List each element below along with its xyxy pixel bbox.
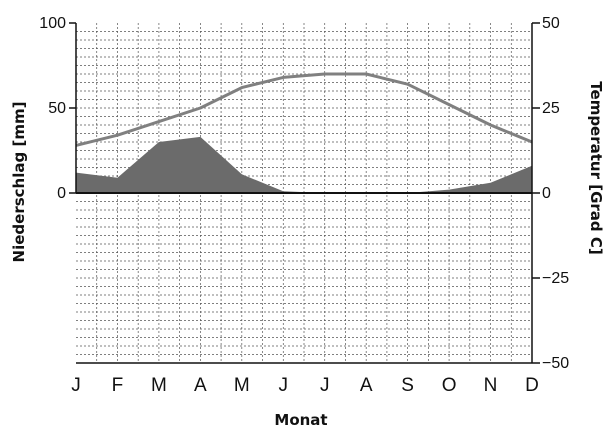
temperature-line-layer <box>75 72 533 147</box>
month-label: M <box>151 375 167 396</box>
left-axis-title: Niederschlag [mm] <box>10 102 28 263</box>
month-label: D <box>525 375 539 396</box>
left-tick-label: 0 <box>57 185 66 202</box>
left-tick-label: 100 <box>39 15 66 32</box>
temperature-line <box>75 72 533 147</box>
month-label: A <box>360 375 373 396</box>
precipitation-area <box>76 136 532 193</box>
month-label: M <box>234 375 250 396</box>
month-label: J <box>320 375 330 396</box>
month-label: A <box>194 375 207 396</box>
right-tick-label: 0 <box>542 185 551 202</box>
left-tick-label: 50 <box>48 100 66 117</box>
month-label: J <box>71 375 81 396</box>
right-axis-ticks: 50 25 0 −25 −50 <box>532 15 569 372</box>
right-axis-title: Temperatur [Grad C] <box>587 81 605 254</box>
precipitation-area-layer <box>76 136 532 193</box>
month-label: J <box>279 375 289 396</box>
x-axis-title: Monat <box>274 411 327 429</box>
right-tick-label: 50 <box>542 15 560 32</box>
month-label: O <box>442 375 457 396</box>
right-tick-label: −25 <box>542 270 569 287</box>
left-axis-ticks: 100 50 0 <box>39 15 76 202</box>
month-label: N <box>484 375 498 396</box>
right-tick-label: 25 <box>542 100 560 117</box>
right-tick-label: −50 <box>542 355 569 372</box>
month-label: F <box>112 375 124 396</box>
month-label: S <box>401 375 414 396</box>
